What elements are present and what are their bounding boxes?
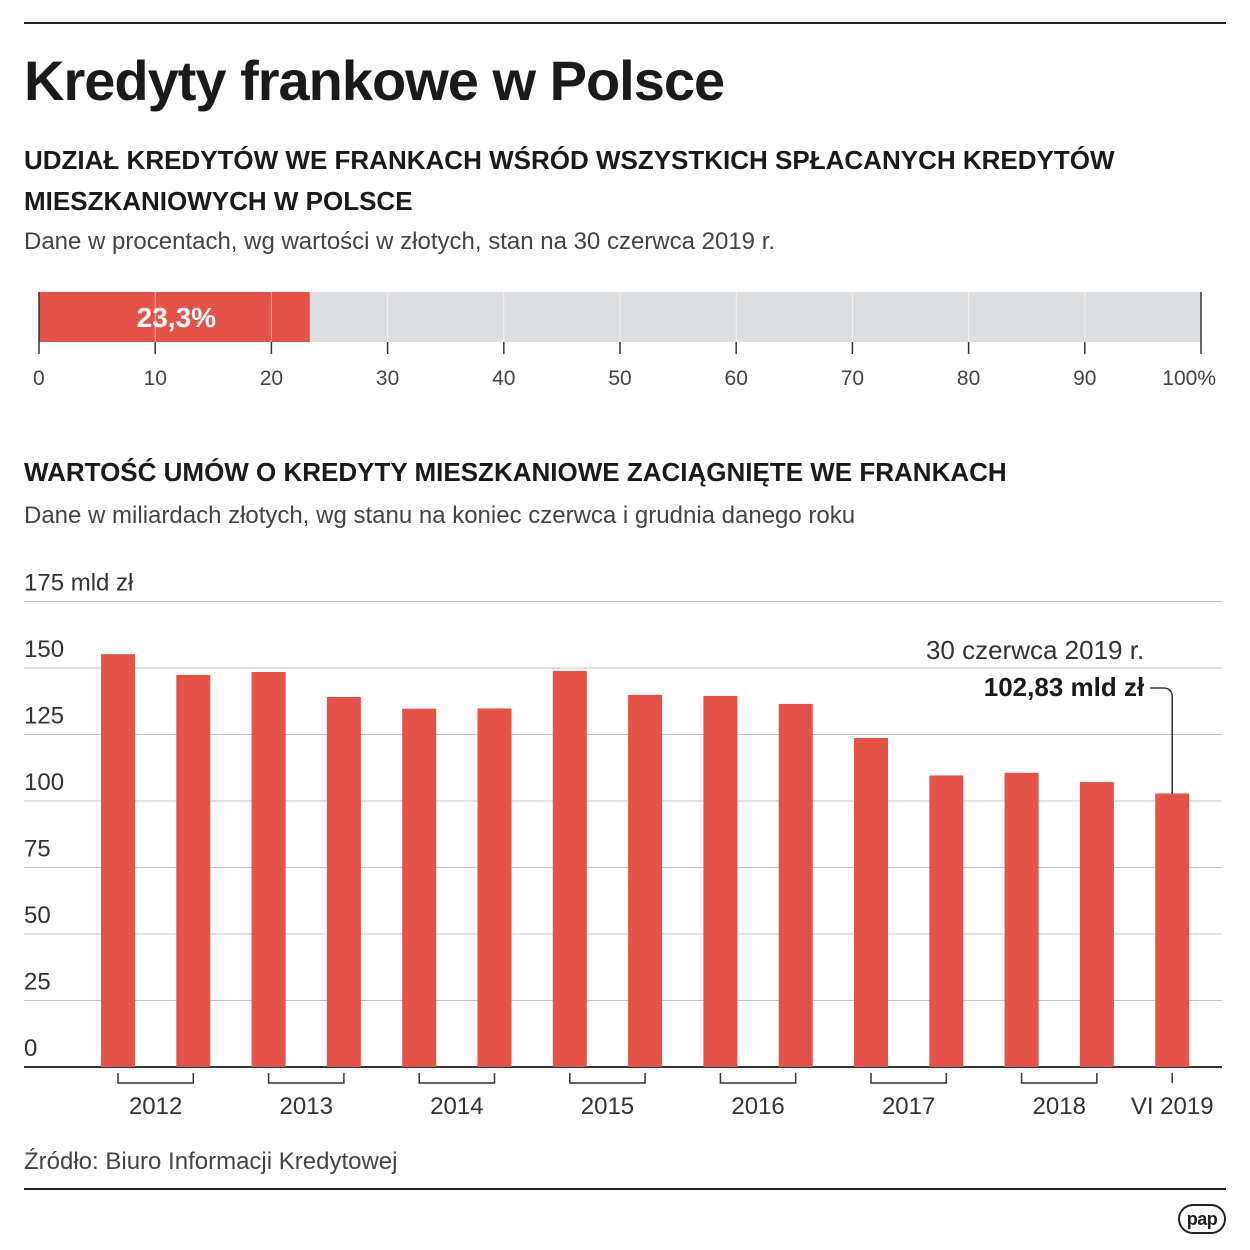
year-bracket [418,1073,496,1084]
y-tick-label: 75 [24,836,51,863]
bottom-rule [24,1188,1226,1190]
value-bar [251,671,286,1067]
value-bar [402,708,437,1067]
value-bar [552,670,587,1067]
annotation-leader [1150,687,1173,794]
share-tick-label: 0 [33,367,45,390]
value-bar [778,703,813,1067]
share-value-label: 23,3% [137,302,216,333]
x-tick-label: 2014 [430,1093,483,1120]
y-tick-label: 150 [24,636,64,663]
x-tick-label: VI 2019 [1131,1093,1214,1120]
share-tick-label: 80 [957,367,980,390]
value-bar [176,674,211,1067]
share-bar [39,292,310,342]
pap-logo: pap [1178,1204,1226,1234]
value-bar [1155,793,1190,1067]
value-chart: 0 25 50 75 100 125 150 175 mld zł 2012 2013 2014 20… [24,570,1222,1120]
annotation-date: 30 czerwca 2019 r. [926,635,1144,665]
year-bracket [1020,1073,1098,1084]
section2-subtitle: Dane w miliardach złotych, wg stanu na k… [24,502,856,529]
y-tick-label: 25 [24,969,51,996]
x-tick-label: 2016 [731,1093,784,1120]
share-tick-label: 40 [492,367,515,390]
value-bar [703,695,738,1067]
share-tick-label: 50 [608,367,631,390]
x-tick-label: 2017 [882,1093,935,1120]
y-tick-label: 175 mld zł [24,570,134,597]
x-tick-label: 2012 [129,1093,182,1120]
year-bracket [870,1073,948,1084]
year-bracket [719,1073,797,1084]
share-tick-label: 60 [725,367,748,390]
value-bar [854,737,888,1067]
share-tick-label: 100% [1162,367,1216,390]
year-bracket [569,1073,646,1084]
value-bar [477,708,512,1067]
section2-heading: WARTOŚĆ UMÓW O KREDYTY MIESZKANIOWE ZACI… [24,457,1007,487]
y-tick-label: 0 [24,1035,37,1062]
share-tick-label: 90 [1073,367,1096,390]
annotation-value: 102,83 mld zł [984,672,1145,702]
y-tick-label: 100 [24,769,64,796]
page-title: Kredyty frankowe w Polsce [24,49,725,112]
section1-heading: UDZIAŁ KREDYTÓW WE FRANKACH WŚRÓD WSZYST… [24,145,1115,216]
x-tick-label: 2013 [280,1093,333,1120]
value-bar [628,694,663,1067]
top-rule [24,22,1226,24]
share-tick-label: 70 [841,367,864,390]
share-tick-label: 10 [144,367,167,390]
source-note: Źródło: Biuro Informacji Kredytowej [24,1148,398,1175]
section1-subtitle: Dane w procentach, wg wartości w złotych… [24,228,776,255]
value-bar [1079,782,1114,1067]
x-tick-label: 2015 [581,1093,634,1120]
value-bar [101,654,135,1067]
share-tick-label: 30 [376,367,399,390]
year-bracket [117,1073,195,1084]
value-bar [1004,772,1039,1067]
year-bracket [267,1073,345,1084]
y-tick-label: 125 [24,703,64,730]
x-tick-label: 2018 [1033,1093,1086,1120]
share-tick-label: 20 [260,367,283,390]
share-chart: 0 10 20 30 40 50 60 70 80 90 100% 23,3% [33,292,1216,390]
value-bar [326,696,361,1067]
value-bar [929,775,964,1067]
y-tick-label: 50 [24,902,51,929]
